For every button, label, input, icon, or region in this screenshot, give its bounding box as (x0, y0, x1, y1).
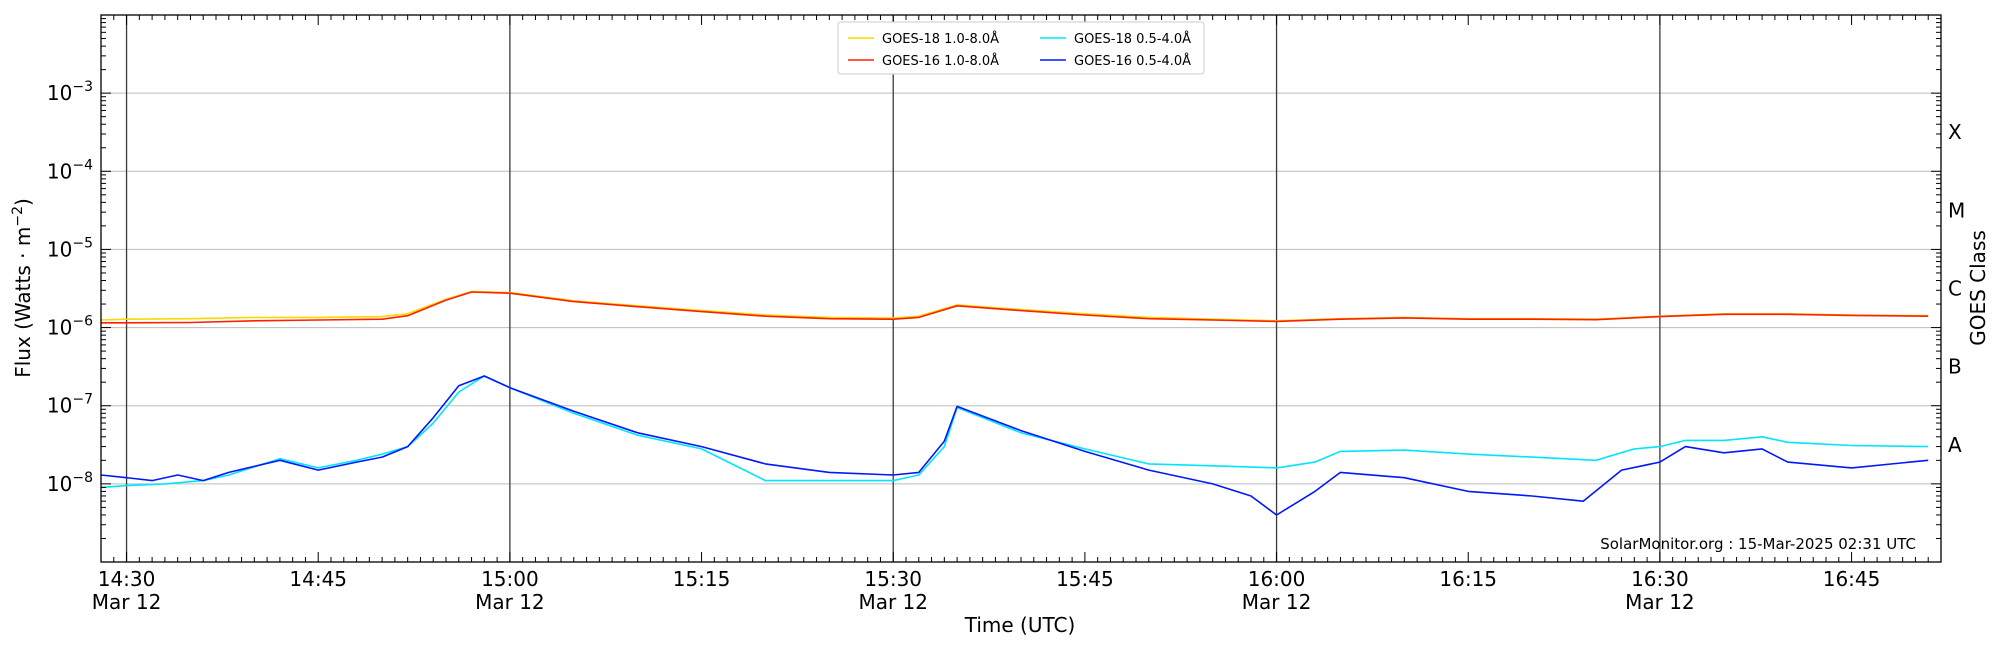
y-tick-exponent-5: −8 (72, 470, 93, 486)
x-tick-date-8: Mar 12 (1625, 590, 1695, 614)
legend-box (837, 21, 1205, 75)
y-tick-base-2: 10 (47, 237, 72, 261)
x-tick-label-0: 14:30 (98, 567, 156, 591)
legend-entry-goes18-short: GOES-18 0.5-4.0Å (1040, 31, 1191, 47)
legend-label-goes18-long: GOES-18 1.0-8.0Å (882, 31, 999, 47)
x-tick-label-5: 15:45 (1056, 567, 1114, 591)
legend-entry-goes18-long: GOES-18 1.0-8.0Å (848, 31, 999, 47)
y-tick-label-1: 10−4 (47, 157, 93, 183)
y-tick-exponent-1: −4 (72, 157, 93, 173)
x-axis-label: Time (UTC) (964, 613, 1076, 637)
x-tick-label-6: 16:00 (1248, 567, 1306, 591)
y-tick-exponent-4: −7 (72, 392, 93, 408)
y-axis-label: Flux (Watts · m−2) (10, 198, 35, 378)
y-tick-base-3: 10 (47, 316, 72, 340)
legend: GOES-18 1.0-8.0Å GOES-16 1.0-8.0Å GOES-1… (837, 21, 1205, 75)
legend-label-goes18-short: GOES-18 0.5-4.0Å (1074, 31, 1191, 47)
y-tick-label-5: 10−8 (47, 470, 93, 496)
y-tick-exponent-0: −3 (72, 79, 93, 95)
x-tick-date-2: Mar 12 (475, 590, 545, 614)
legend-entry-goes16-short: GOES-16 0.5-4.0Å (1040, 53, 1191, 69)
x-tick-label-7: 16:15 (1439, 567, 1497, 591)
y-tick-label-0: 10−3 (47, 79, 93, 105)
y-tick-base-5: 10 (47, 472, 72, 496)
y-tick-labels: 10−310−410−510−610−710−8 (47, 79, 93, 496)
x-tick-label-2: 15:00 (481, 567, 539, 591)
vertical-day-lines (125, 15, 1661, 562)
goes-class-C: C (1948, 277, 1962, 301)
x-tick-date-0: Mar 12 (92, 590, 162, 614)
y-tick-label-4: 10−7 (47, 392, 93, 418)
y-tick-base-0: 10 (47, 81, 72, 105)
x-tick-date-4: Mar 12 (858, 590, 928, 614)
series-line-2 (100, 375, 1929, 489)
x-tick-date-6: Mar 12 (1242, 590, 1312, 614)
legend-label-goes16-long: GOES-16 1.0-8.0Å (882, 53, 999, 69)
series-layer (100, 290, 1929, 516)
goes-class-A: A (1948, 433, 1962, 457)
y-tick-label-2: 10−5 (47, 235, 93, 261)
ticks-layer (100, 15, 1942, 563)
goes-class-B: B (1948, 355, 1962, 379)
x-tick-label-1: 14:45 (289, 567, 347, 591)
y-tick-base-4: 10 (47, 394, 72, 418)
y-tick-exponent-3: −6 (72, 314, 93, 330)
goes-class-X: X (1948, 120, 1962, 144)
y-axis-label-main: Flux (Watts · m (11, 227, 35, 378)
legend-entry-goes16-long: GOES-16 1.0-8.0Å (848, 53, 999, 69)
series-line-1 (101, 291, 1929, 324)
y-tick-exponent-2: −5 (72, 235, 93, 251)
right-axis-label: GOES Class (1966, 230, 1990, 346)
y-tick-label-3: 10−6 (47, 314, 93, 340)
legend-label-goes16-short: GOES-16 0.5-4.0Å (1074, 53, 1191, 69)
series-line-3 (100, 375, 1929, 516)
source-annotation: SolarMonitor.org : 15-Mar-2025 02:31 UTC (1600, 535, 1916, 553)
x-tick-label-8: 16:30 (1631, 567, 1689, 591)
grid-layer (101, 92, 1941, 485)
x-tick-label-3: 15:15 (673, 567, 731, 591)
x-tick-label-9: 16:45 (1823, 567, 1881, 591)
goes-class-labels: X M C B A (1948, 120, 1965, 457)
y-axis-label-exponent: −2 (10, 206, 26, 227)
x-tick-label-4: 15:30 (864, 567, 922, 591)
goes-class-M: M (1948, 198, 1965, 222)
y-axis-label-close: ) (11, 198, 35, 206)
y-tick-base-1: 10 (47, 159, 72, 183)
